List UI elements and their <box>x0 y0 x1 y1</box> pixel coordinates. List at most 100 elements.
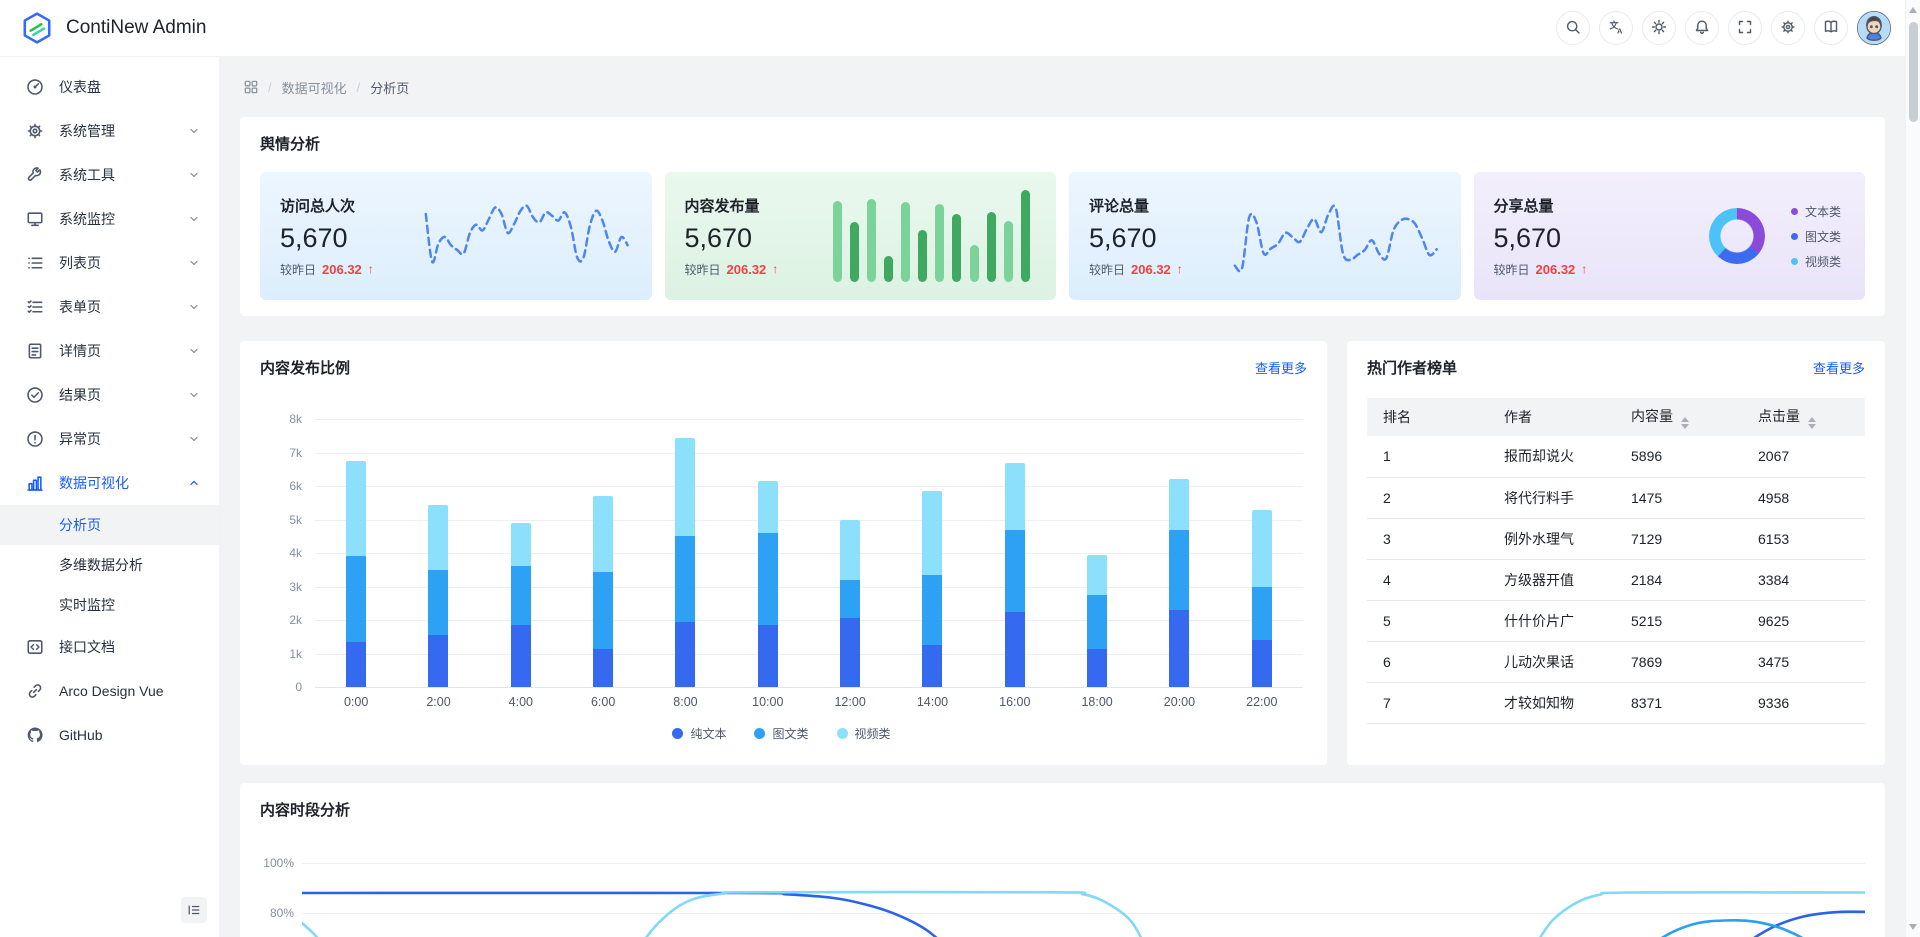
bar-segment-纯文本 <box>593 648 614 687</box>
main-content: / 数据可视化 / 分析页 舆情分析 访问总人次 5,670 较昨日 206.32 ↑ 内… <box>220 57 1905 937</box>
clicks-cell: 3475 <box>1746 641 1865 683</box>
breadcrumb: / 数据可视化 / 分析页 <box>240 57 1885 117</box>
y-axis-label: 0 <box>295 680 302 694</box>
settings-button[interactable] <box>1771 11 1805 45</box>
sidebar-item-9[interactable]: 数据可视化 <box>0 461 219 505</box>
app-logo[interactable]: ContiNew Admin <box>20 11 206 45</box>
stat-card-title: 评论总量 <box>1089 197 1150 215</box>
legend-item: 图文类 <box>1790 228 1841 245</box>
form-icon <box>26 298 44 316</box>
sort-asc-caret <box>1681 416 1689 422</box>
sidebar-item-6[interactable]: 详情页 <box>0 329 219 373</box>
sidebar-subitem-9-2[interactable]: 实时监控 <box>0 585 219 625</box>
legend-item[interactable]: 图文类 <box>754 725 809 742</box>
y-axis-label: 4k <box>289 546 302 560</box>
bar-segment-图文类 <box>922 574 943 646</box>
bar-slot <box>397 419 479 687</box>
column-header-1: 作者 <box>1492 398 1619 436</box>
scrollbar-thumb[interactable] <box>1909 22 1918 122</box>
bar-segment-视频类 <box>428 504 449 570</box>
authors-more-link[interactable]: 查看更多 <box>1812 361 1865 376</box>
stat-card-2: 评论总量 5,670 较昨日 206.32 ↑ <box>1069 172 1461 300</box>
stacked-bar <box>1004 462 1025 687</box>
sidebar-item-12[interactable]: GitHub <box>0 713 219 757</box>
hot-authors-panel: 热门作者榜单 查看更多 排名 作者 内容量 点击量 1 报而却说火 5896 2067 2 将代… <box>1347 341 1885 765</box>
sidebar-item-3[interactable]: 系统监控 <box>0 197 219 241</box>
bar-segment-视频类 <box>1251 509 1272 587</box>
avatar[interactable] <box>1857 11 1891 45</box>
stacked-bar <box>757 481 778 687</box>
stat-card-info: 评论总量 5,670 较昨日 206.32 ↑ <box>1089 195 1231 278</box>
delta-up-arrow: ↑ <box>1176 262 1183 276</box>
stat-card-delta: 较昨日 206.32 ↑ <box>685 261 827 278</box>
bar-segment-图文类 <box>1004 529 1025 612</box>
bar-segment-图文类 <box>1169 529 1190 610</box>
gridline <box>315 586 1303 588</box>
legend-dot <box>1790 232 1798 240</box>
sidebar-item-10[interactable]: 接口文档 <box>0 625 219 669</box>
y-axis-label: 2k <box>289 613 302 627</box>
sidebar-item-11[interactable]: Arco Design Vue <box>0 669 219 713</box>
table-row: 2 将代行料手 1475 4958 <box>1367 477 1865 519</box>
bar-slot <box>315 419 397 687</box>
sidebar-item-2[interactable]: 系统工具 <box>0 153 219 197</box>
gridline <box>315 687 1303 688</box>
sidebar-item-5[interactable]: 表单页 <box>0 285 219 329</box>
sidebar-item-1[interactable]: 系统管理 <box>0 109 219 153</box>
api-icon <box>26 638 44 656</box>
chevron-down-icon <box>187 344 201 358</box>
bar-segment-图文类 <box>1087 594 1108 649</box>
breadcrumb-item[interactable]: 数据可视化 <box>281 80 347 96</box>
column-header-2[interactable]: 内容量 <box>1619 398 1746 436</box>
rank-cell: 4 <box>1367 559 1492 601</box>
stat-card-0: 访问总人次 5,670 较昨日 206.32 ↑ <box>260 172 652 300</box>
stacked-bar <box>1087 554 1108 687</box>
sort-icon[interactable] <box>1808 416 1816 429</box>
svg-text:A: A <box>1617 26 1623 35</box>
publish-more-link[interactable]: 查看更多 <box>1254 361 1307 376</box>
rank-cell: 5 <box>1367 600 1492 642</box>
bar-slot <box>1138 419 1220 687</box>
chevron-down-icon <box>187 388 201 402</box>
svg-text:文: 文 <box>1609 19 1620 30</box>
gridline <box>315 519 1303 521</box>
sidebar-subitem-9-0[interactable]: 分析页 <box>0 505 219 545</box>
bar-segment-视频类 <box>1169 479 1190 530</box>
notification-button[interactable] <box>1685 11 1719 45</box>
column-header-label: 点击量 <box>1758 407 1800 424</box>
y-axis-label: 3k <box>289 579 302 594</box>
sidebar-item-7[interactable]: 结果页 <box>0 373 219 417</box>
legend-item[interactable]: 纯文本 <box>672 725 726 742</box>
apps-grid-icon[interactable] <box>244 80 258 94</box>
bar-slot <box>727 419 809 687</box>
docs-button[interactable] <box>1814 11 1848 45</box>
legend-label: 图文类 <box>1804 229 1841 244</box>
bar-segment-视频类 <box>675 437 696 537</box>
sidebar-item-4[interactable]: 列表页 <box>0 241 219 285</box>
scrollbar-up-arrow[interactable] <box>1909 7 1917 13</box>
author-cell: 什什价片广 <box>1492 600 1619 642</box>
sidebar: 仪表盘 系统管理 系统工具 系统监控 列表页 表单页 详情页 结果页 异常页 数据可视化 分析页 多维… <box>0 57 220 937</box>
fullscreen-button[interactable] <box>1728 11 1762 45</box>
sidebar-item-8[interactable]: 异常页 <box>0 417 219 461</box>
sidebar-subitem-9-1[interactable]: 多维数据分析 <box>0 545 219 585</box>
legend-item[interactable]: 视频类 <box>836 725 891 742</box>
mini-bar <box>952 213 962 282</box>
mini-bar <box>883 256 893 282</box>
sidebar-item-label: Arco Design Vue <box>59 683 164 699</box>
mini-bar <box>1003 221 1013 282</box>
y-axis-label: 80% <box>269 906 294 920</box>
author-cell: 例外水理气 <box>1492 518 1619 560</box>
sidebar-collapse-button[interactable] <box>181 897 207 923</box>
time-analysis-title: 内容时段分析 <box>260 802 351 819</box>
theme-button[interactable] <box>1642 11 1676 45</box>
publish-ratio-title: 内容发布比例 <box>260 360 351 377</box>
search-button[interactable] <box>1556 11 1590 45</box>
sort-icon[interactable] <box>1681 416 1689 429</box>
sidebar-item-0[interactable]: 仪表盘 <box>0 65 219 109</box>
scrollbar-down-arrow[interactable] <box>1909 924 1917 930</box>
column-header-3[interactable]: 点击量 <box>1746 398 1865 436</box>
bar-segment-纯文本 <box>1251 640 1272 687</box>
